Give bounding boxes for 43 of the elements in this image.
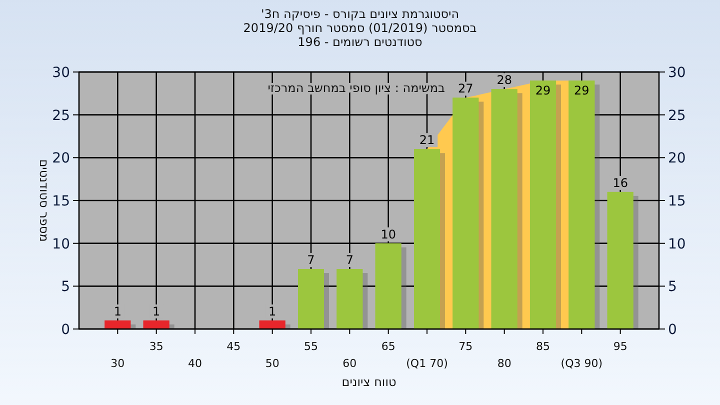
y-tick-label: 5	[61, 279, 70, 296]
x-tick-label: 30	[110, 357, 125, 370]
x-tick-label: (Q1 70)	[406, 357, 448, 370]
x-tick-label: 40	[188, 357, 202, 370]
x-tick-label: 60	[342, 357, 357, 370]
y-axis-title: מספר סטודנטים	[37, 159, 51, 242]
x-tick-label: (Q3 90)	[560, 357, 603, 370]
x-tick-label: 35	[149, 340, 164, 353]
y-tick-label: 30	[52, 65, 70, 81]
data-label: 28	[496, 73, 512, 88]
data-label: 29	[574, 84, 590, 98]
data-label: 1	[268, 304, 276, 318]
y-tick-label: 15	[52, 194, 70, 210]
data-label: 1	[152, 304, 160, 318]
data-label: 1	[114, 304, 122, 318]
data-label: 7	[307, 253, 315, 268]
y2-tick-label: 20	[668, 150, 686, 167]
y-tick-label: 25	[52, 108, 70, 124]
x-tick-label: 95	[613, 340, 628, 353]
x-tick-label: 80	[497, 357, 512, 370]
x-tick-label: 85	[536, 340, 550, 353]
chart-title: היסטוגרמת ציונים בקורס - פיסיקה ח3' בסמסטר (01/2019) סמסטר חורף 2019/20 סטודנטים רשומים - 196	[243, 7, 477, 49]
data-label: 10	[380, 227, 396, 242]
y2-tick-label: 30	[668, 65, 686, 81]
y2-tick-label: 5	[668, 279, 677, 296]
data-label: 21	[419, 133, 435, 148]
y-tick-label: 20	[52, 150, 70, 167]
x-tick-label: 75	[458, 340, 473, 353]
data-label: 29	[535, 84, 551, 98]
y2-tick-label: 10	[668, 236, 686, 252]
y2-tick-label: 15	[668, 194, 686, 210]
y2-tick-label: 0	[668, 322, 677, 338]
data-label: 7	[346, 253, 354, 268]
data-label: 16	[612, 176, 628, 190]
x-tick-label: 65	[381, 340, 396, 353]
data-label: 27	[458, 82, 474, 96]
x-tick-label: 50	[265, 357, 280, 370]
y-tick-label: 10	[52, 236, 70, 252]
y-tick-label: 0	[61, 322, 70, 338]
x-tick-label: 45	[226, 340, 241, 353]
x-axis-title: טווח ציונים	[342, 375, 396, 389]
y2-tick-label: 25	[668, 108, 686, 124]
x-tick-label: 55	[304, 340, 318, 353]
